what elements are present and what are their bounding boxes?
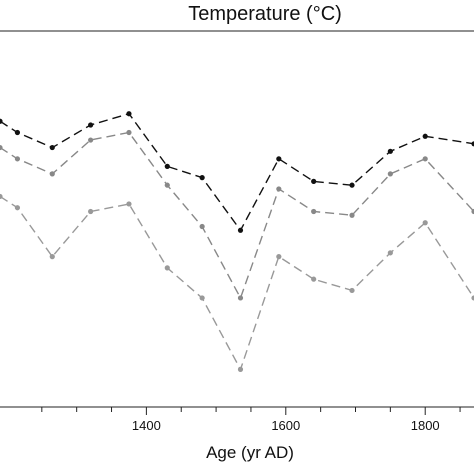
data-point: [237, 227, 244, 233]
data-point: [311, 178, 317, 184]
data-point: [164, 163, 170, 169]
data-point: [422, 156, 428, 162]
data-point: [422, 220, 428, 226]
data-point: [276, 254, 282, 260]
data-point: [311, 208, 317, 215]
data-point: [199, 175, 205, 181]
chart-title: Temperature (°C): [188, 3, 342, 25]
x-tick-label: 1600: [271, 418, 300, 433]
data-point: [237, 295, 244, 301]
data-point: [349, 182, 355, 188]
data-point: [126, 201, 132, 207]
data-point: [88, 137, 94, 143]
data-point: [14, 156, 21, 162]
data-point: [237, 366, 244, 372]
data-point: [88, 208, 94, 215]
data-point: [387, 250, 393, 256]
data-point: [311, 276, 317, 282]
x-axis-label: Age (yr AD): [206, 443, 294, 462]
data-point: [164, 265, 170, 271]
data-point: [49, 254, 55, 260]
series-line: [0, 131, 474, 300]
data-point: [14, 205, 21, 211]
x-tick-label: 1400: [132, 418, 161, 433]
x-axis-ticks: 1400 1600 1800: [41, 407, 461, 433]
data-point: [88, 122, 94, 128]
data-point: [387, 148, 393, 154]
series-line: [0, 195, 474, 372]
data-point: [199, 223, 205, 230]
data-point: [422, 133, 428, 139]
data-point: [126, 111, 132, 117]
data-point: [199, 295, 205, 301]
data-point: [387, 171, 393, 177]
data-point: [126, 129, 132, 136]
series-1: [0, 111, 474, 233]
data-point: [276, 156, 282, 162]
data-point: [471, 208, 474, 215]
data-point: [349, 212, 355, 218]
data-point: [0, 118, 3, 124]
data-point: [471, 295, 474, 301]
data-point: [49, 144, 55, 151]
series-line: [0, 112, 474, 232]
series-3: [0, 193, 474, 372]
data-point: [276, 186, 282, 192]
data-point: [164, 182, 170, 188]
series-2: [0, 129, 474, 301]
data-point: [0, 144, 3, 151]
data-point: [471, 141, 474, 147]
data-point: [14, 129, 21, 136]
x-tick-label: 1800: [411, 418, 440, 433]
data-point: [49, 171, 55, 177]
data-point: [349, 287, 355, 294]
plot-area: [0, 111, 474, 372]
data-point: [0, 193, 3, 200]
